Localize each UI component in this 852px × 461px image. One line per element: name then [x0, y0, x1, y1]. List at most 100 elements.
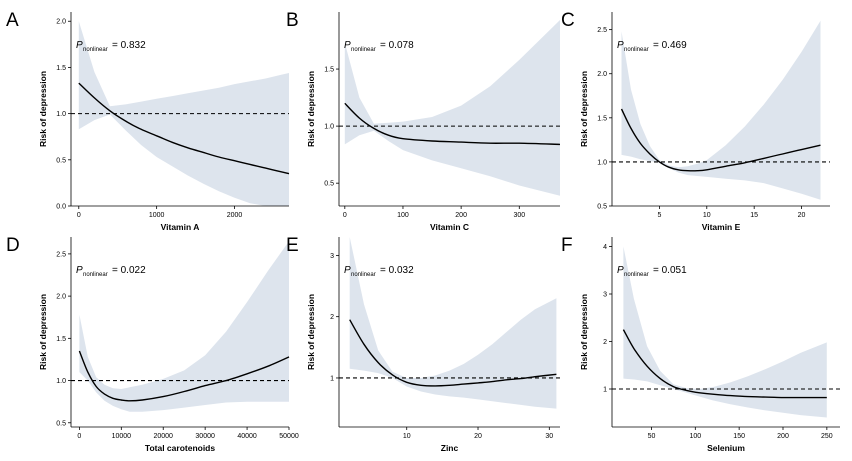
panel-d-y-tick-label: 0.5	[56, 420, 66, 427]
panel-a-y-tick-label: 2.0	[56, 19, 66, 26]
panel-b-p-symbol: P	[344, 40, 351, 51]
panel-e-y-tick-label: 3	[330, 253, 334, 260]
panel-d-x-tick-label: 50000	[279, 433, 299, 440]
panel-a-y-tick-label: 1.0	[56, 111, 66, 118]
panel-c-x-tick-label: 5	[657, 212, 661, 219]
panel-d-x-tick-label: 30000	[195, 433, 215, 440]
panel-f-risk-curve	[622, 329, 827, 399]
panel-e-y-tick-label: 2	[330, 314, 334, 321]
panel-f-p-value: = 0.051	[653, 265, 687, 276]
panel-d-y-tick-label: 2.0	[56, 294, 66, 301]
panel-d-confidence-band	[79, 241, 289, 412]
panel-e: 10 20 30 1 2 3 Zinc Risk of depression E P nonline…	[286, 235, 560, 453]
panel-a: 0 1000 2000 0.0 0.5 1.0 1.5 2.0 Vitamin A Risk of…	[6, 10, 290, 232]
panel-d-letter: D	[6, 235, 20, 256]
panel-d-y-tick-label: 1.0	[56, 378, 66, 385]
panel-f-letter: F	[561, 235, 573, 256]
panel-b-y-tick-label: 1.0	[324, 124, 334, 131]
panel-e-p-subscript: nonlinear	[351, 272, 376, 278]
panel-b-letter: B	[286, 10, 299, 31]
panel-f-confidence-band	[623, 246, 827, 418]
panel-f-x-tick-label: 200	[777, 433, 789, 440]
panel-c-confidence-band	[621, 20, 821, 200]
panel-a-p-value: = 0.832	[112, 40, 146, 51]
panel-d-p-subscript: nonlinear	[83, 272, 108, 278]
panel-c-x-tick-label: 10	[703, 212, 711, 219]
panel-d: 0 10000 20000 30000 40000 50000 0.5 1.0 1.5 2.0 2.…	[6, 235, 299, 453]
panel-f-y-tick-label: 4	[603, 244, 607, 251]
panel-d-x-tick-label: 40000	[237, 433, 257, 440]
panel-b-x-tick-label: 100	[397, 212, 409, 219]
panel-b-y-axis-title: Risk of depression	[306, 71, 316, 147]
panel-b-x-axis-title: Vitamin C	[430, 222, 469, 232]
panel-c-y-axis-title: Risk of depression	[579, 71, 589, 147]
panel-d-x-tick-label: 0	[77, 433, 81, 440]
panel-f-x-tick-label: 250	[821, 433, 833, 440]
panel-d-x-axis-title: Total carotenoids	[145, 443, 215, 453]
panel-a-x-tick-label: 1000	[149, 212, 165, 219]
panel-b-confidence-band	[344, 20, 560, 196]
panel-c-p-subscript: nonlinear	[624, 47, 649, 53]
panel-c: 5 10 15 20 0.5 1.0 1.5 2.0 2.5 Vitamin E Risk of d…	[561, 10, 830, 232]
panel-f-x-axis-title: Selenium	[707, 443, 745, 453]
panel-b-p-value: = 0.078	[380, 40, 414, 51]
panel-c-y-tick-label: 1.0	[597, 159, 607, 166]
panel-c-letter: C	[561, 10, 575, 31]
panel-d-y-tick-label: 2.5	[56, 251, 66, 258]
panel-a-x-tick-label: 0	[77, 212, 81, 219]
panel-f-y-tick-label: 1	[603, 387, 607, 394]
panel-c-x-tick-label: 20	[798, 212, 806, 219]
panel-a-letter: A	[6, 10, 19, 31]
panel-a-risk-curve	[78, 82, 290, 175]
panel-b-p-subscript: nonlinear	[351, 47, 376, 53]
panel-c-y-tick-label: 2.5	[597, 27, 607, 34]
panel-d-x-tick-label: 10000	[112, 433, 132, 440]
panel-b-x-tick-label: 0	[343, 212, 347, 219]
panel-e-y-tick-label: 1	[330, 375, 334, 382]
panel-f-p-symbol: P	[617, 265, 624, 276]
panel-a-p-symbol: P	[76, 40, 83, 51]
panel-c-y-tick-label: 2.0	[597, 71, 607, 78]
panel-f-x-tick-label: 100	[689, 433, 701, 440]
panel-c-x-axis-title: Vitamin E	[702, 222, 741, 232]
panel-b-y-tick-label: 0.5	[324, 181, 334, 188]
panel-f-x-tick-label: 50	[648, 433, 656, 440]
panel-f: 50 100 150 200 250 1 2 3 4 Selenium Risk of depres…	[561, 235, 840, 453]
panel-e-risk-curve	[349, 319, 557, 387]
panel-c-y-tick-label: 0.5	[597, 204, 607, 211]
panel-a-x-tick-label: 2000	[227, 212, 243, 219]
panel-a-p-subscript: nonlinear	[83, 47, 108, 53]
panel-b: 0 100 200 300 0.5 1.0 1.5 Vitamin C Risk of depr…	[286, 10, 561, 232]
panel-e-x-tick-label: 20	[474, 433, 482, 440]
panel-e-x-tick-label: 10	[403, 433, 411, 440]
panel-e-x-axis-title: Zinc	[441, 443, 459, 453]
panel-a-x-axis-title: Vitamin A	[161, 222, 200, 232]
panel-e-x-tick-label: 30	[545, 433, 553, 440]
panel-d-risk-curve	[78, 350, 290, 402]
panel-e-letter: E	[286, 235, 299, 256]
panel-b-y-tick-label: 1.5	[324, 67, 334, 74]
panel-b-x-tick-label: 200	[455, 212, 467, 219]
panel-a-y-tick-label: 0.0	[56, 204, 66, 211]
panel-f-y-tick-label: 3	[603, 292, 607, 299]
panel-b-x-tick-label: 300	[513, 212, 525, 219]
panel-f-p-subscript: nonlinear	[624, 272, 649, 278]
panel-f-y-axis-title: Risk of depression	[579, 294, 589, 370]
panel-a-y-axis-title: Risk of depression	[38, 71, 48, 147]
panel-c-y-tick-label: 1.5	[597, 115, 607, 122]
panel-d-y-axis-title: Risk of depression	[38, 294, 48, 370]
panel-b-risk-curve	[344, 102, 561, 146]
panel-c-x-tick-label: 15	[750, 212, 758, 219]
panel-a-y-tick-label: 0.5	[56, 157, 66, 164]
panel-c-p-symbol: P	[617, 40, 624, 51]
panel-d-y-tick-label: 1.5	[56, 336, 66, 343]
panel-e-p-symbol: P	[344, 265, 351, 276]
panel-a-y-tick-label: 1.5	[56, 65, 66, 72]
panel-d-x-tick-label: 20000	[153, 433, 173, 440]
panel-c-risk-curve	[620, 108, 821, 172]
panel-d-p-value: = 0.022	[112, 265, 146, 276]
panel-e-confidence-band	[349, 237, 557, 409]
panel-f-x-tick-label: 150	[733, 433, 745, 440]
panel-c-p-value: = 0.469	[653, 40, 687, 51]
